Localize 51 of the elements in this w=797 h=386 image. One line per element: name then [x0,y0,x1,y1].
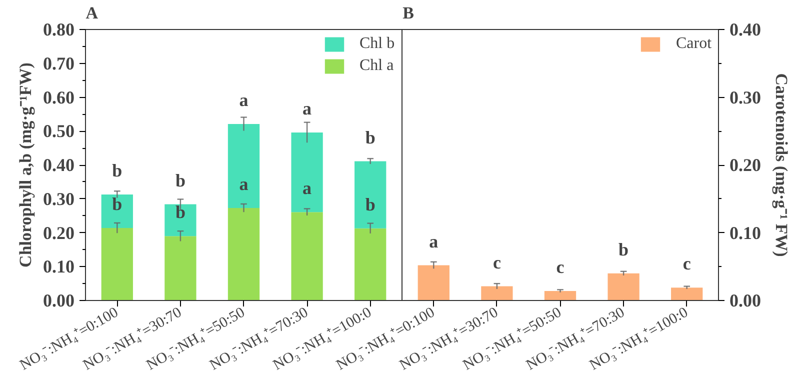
data-label: b [112,194,122,214]
y2-tick-label: 0.40 [730,20,761,40]
data-label: b [365,194,376,214]
data-label: a [302,98,312,118]
legend-label: Carot [676,35,712,53]
data-label: a [239,90,248,110]
chart-title: A [86,4,99,22]
y-tick-label: 0.50 [43,121,74,142]
bar [544,291,576,300]
y2-tick-label: 0.20 [730,155,761,175]
bar [418,265,450,300]
y-tick-label: 0.30 [43,188,74,209]
y2-tick-label: 0.30 [730,87,761,108]
data-label: b [618,239,629,260]
y-tick-label: 0.70 [43,53,74,74]
data-label: a [239,174,248,194]
bar [164,204,196,236]
y-axis-title: Chlorophyll a,b (mg·g⁻¹FW) [16,62,35,268]
y-tick-label: 0.60 [43,87,74,108]
data-label: b [175,170,186,190]
y2-tick-label: 0.00 [730,290,761,310]
bar [101,228,133,300]
data-label: a [302,178,312,198]
y2-tick-label: 0.10 [730,222,761,243]
bar [228,208,260,300]
bar [164,236,196,300]
y-tick-label: 0.00 [43,290,74,310]
bar [291,132,323,212]
data-label: b [175,202,186,222]
chart-title: B [402,4,414,22]
bar [291,212,323,300]
y-tick-label: 0.40 [43,155,74,175]
data-label: b [365,127,376,148]
data-label: c [492,252,501,272]
data-label: b [112,160,122,180]
data-label: a [429,231,438,252]
bar [354,161,386,228]
bar [608,273,640,300]
y-tick-label: 0.80 [43,20,74,40]
y-tick-label: 0.10 [43,256,74,277]
bar [354,228,386,300]
data-label: c [682,254,691,274]
legend-label: Chl a [360,57,394,75]
y2-axis-title: Carotenoids (mg·g⁻¹ FW) [772,73,791,257]
bar [228,124,260,208]
bar [101,194,133,228]
bar [481,286,513,300]
bar [671,288,703,300]
y-tick-label: 0.20 [43,222,74,243]
legend-label: Chl b [360,35,395,53]
data-label: c [556,257,564,278]
